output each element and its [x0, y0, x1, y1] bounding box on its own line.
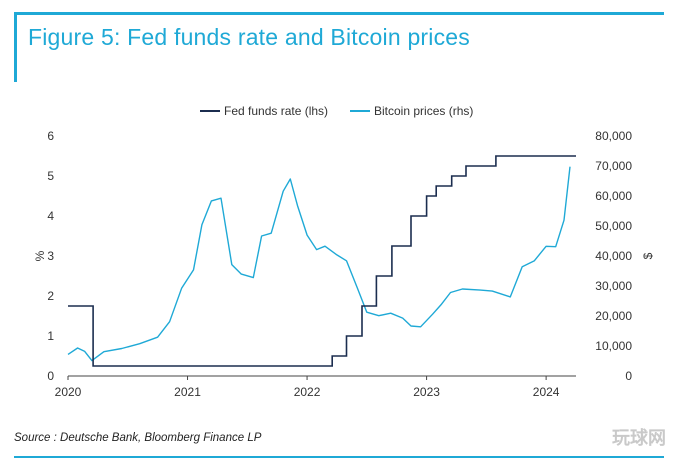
y-left-axis-label: % — [33, 250, 47, 261]
legend-swatch-fed-funds — [200, 110, 220, 112]
x-tick-label: 2023 — [413, 385, 440, 399]
fed-btc-chart: 0 1 2 3 4 5 6% 0 10,000 20,000 30,000 40,000 50,000… — [33, 129, 655, 399]
y-left-tick-label: 3 — [47, 249, 54, 263]
figure-title: Figure 5: Fed funds rate and Bitcoin pri… — [28, 24, 470, 50]
y-right-tick-label: 50,000 — [595, 219, 632, 233]
x-tick-label: 2022 — [294, 385, 321, 399]
y-right-tick-label: 30,000 — [595, 279, 632, 293]
y-right-tick-label: 60,000 — [595, 189, 632, 203]
chart-legend: Fed funds rate (lhs) Bitcoin prices (rhs… — [0, 104, 680, 126]
x-tick-label: 2020 — [55, 385, 82, 399]
y-left-tick-label: 1 — [47, 329, 54, 343]
source-note: Source : Deutsche Bank, Bloomberg Financ… — [14, 432, 262, 444]
legend-label-bitcoin: Bitcoin prices (rhs) — [374, 104, 474, 118]
y-right-tick-label: 10,000 — [595, 339, 632, 353]
x-axis: 2020 2021 2022 2023 2024 — [55, 375, 576, 399]
plot-area — [67, 155, 576, 367]
y-right-tick-label: 20,000 — [595, 309, 632, 323]
x-tick-label: 2021 — [174, 385, 201, 399]
legend-item-fed-funds: Fed funds rate (lhs) — [200, 104, 328, 118]
frame-top-rule — [14, 12, 664, 15]
legend-swatch-bitcoin — [350, 110, 370, 112]
frame-left-rule — [14, 12, 17, 82]
y-right-axis-label: $ — [641, 252, 655, 259]
y-right-tick-label: 40,000 — [595, 249, 632, 263]
y-right-tick-label: 80,000 — [595, 129, 632, 143]
fed-funds-rate-line — [68, 155, 576, 367]
watermark-logo: 玩球网 — [612, 428, 666, 448]
frame-bottom-rule — [14, 456, 664, 458]
y-left-tick-label: 2 — [47, 289, 54, 303]
left-axis-ticks: 0 1 2 3 4 5 6% — [33, 129, 54, 383]
legend-label-fed-funds: Fed funds rate (lhs) — [224, 104, 329, 118]
y-left-tick-label: 6 — [47, 129, 54, 143]
x-tick-label: 2024 — [533, 385, 560, 399]
y-left-tick-label: 5 — [47, 169, 54, 183]
legend-item-bitcoin: Bitcoin prices (rhs) — [350, 104, 473, 118]
y-left-tick-label: 4 — [47, 209, 54, 223]
bitcoin-price-line — [67, 166, 571, 362]
y-left-tick-label: 0 — [47, 369, 54, 383]
right-axis-ticks: 0 10,000 20,000 30,000 40,000 50,000 60,000 70,… — [595, 129, 655, 383]
y-right-tick-label: 0 — [625, 369, 632, 383]
y-right-tick-label: 70,000 — [595, 159, 632, 173]
